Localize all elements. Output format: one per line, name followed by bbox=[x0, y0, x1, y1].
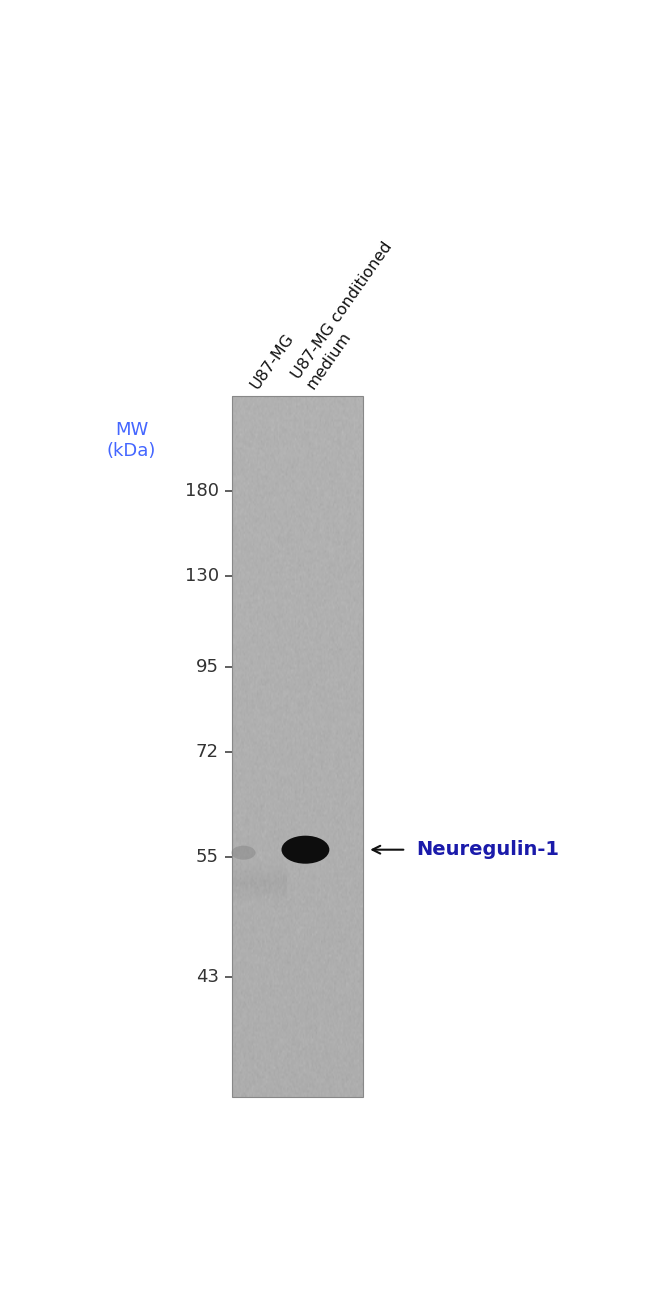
Text: U87-MG conditioned
medium: U87-MG conditioned medium bbox=[289, 239, 410, 391]
Text: U87-MG: U87-MG bbox=[248, 330, 297, 391]
Ellipse shape bbox=[281, 836, 330, 863]
Text: Neuregulin-1: Neuregulin-1 bbox=[416, 840, 559, 859]
Text: 55: 55 bbox=[196, 848, 219, 866]
Ellipse shape bbox=[231, 846, 255, 859]
Text: 95: 95 bbox=[196, 658, 219, 676]
Text: 130: 130 bbox=[185, 567, 219, 585]
Text: 180: 180 bbox=[185, 482, 219, 500]
Text: 72: 72 bbox=[196, 742, 219, 760]
Bar bbox=[233, 396, 363, 1097]
Text: MW
(kDa): MW (kDa) bbox=[107, 421, 156, 460]
Text: 43: 43 bbox=[196, 967, 219, 985]
